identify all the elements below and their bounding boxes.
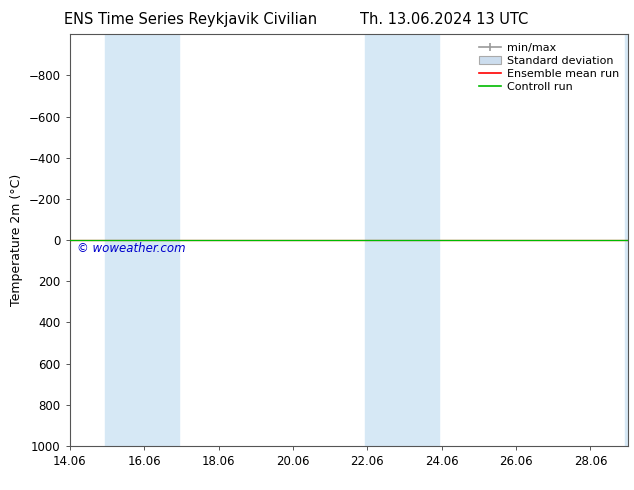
Text: © woweather.com: © woweather.com xyxy=(77,243,185,255)
Bar xyxy=(625,34,634,446)
Text: ENS Time Series Reykjavik Civilian: ENS Time Series Reykjavik Civilian xyxy=(63,12,317,27)
Y-axis label: Temperature 2m (°C): Temperature 2m (°C) xyxy=(10,174,23,306)
Text: Th. 13.06.2024 13 UTC: Th. 13.06.2024 13 UTC xyxy=(359,12,528,27)
Bar xyxy=(105,34,179,446)
Legend: min/max, Standard deviation, Ensemble mean run, Controll run: min/max, Standard deviation, Ensemble me… xyxy=(476,40,622,95)
Bar xyxy=(365,34,439,446)
